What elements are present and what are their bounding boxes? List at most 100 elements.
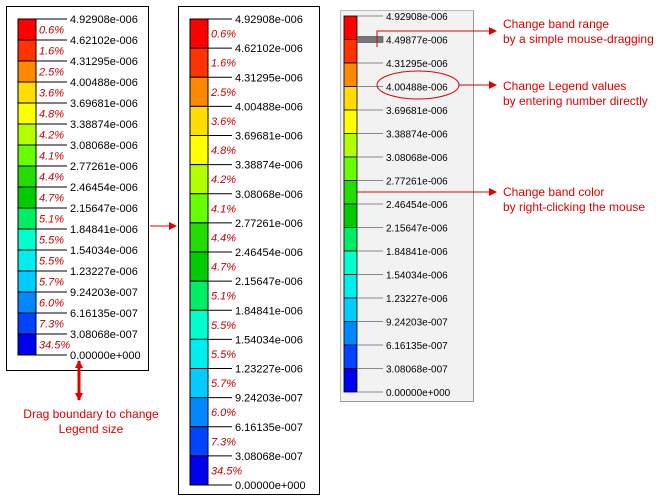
legend-value: 6.16135e-007 — [235, 422, 303, 434]
color-band[interactable] — [189, 280, 209, 311]
band-percentage: 6.0% — [39, 298, 64, 310]
legend-panel-resized[interactable]: 0.6% 1.6% 2.5% 3.6% 4.8% 4.2% 4.1% 4.4% 4.7% 5.1%… — [178, 6, 320, 495]
legend-value: 3.08068e-006 — [235, 189, 303, 201]
legend-small-graphic[interactable]: 0.6% 1.6% 2.5% 3.6% 4.8% 4.2% 4.1% 4.4% 4.7% 5.1%… — [7, 7, 150, 372]
band-percentage: 1.6% — [211, 58, 236, 70]
color-band[interactable] — [17, 291, 37, 314]
legend-value[interactable]: 6.16135e-007 — [386, 341, 448, 352]
color-band[interactable] — [17, 102, 37, 125]
legend-editable-graphic[interactable]: 4.92908e-006 4.49877e-006 4.31295e-006 4.00… — [341, 11, 475, 403]
legend-value[interactable]: 3.69681e-006 — [386, 106, 448, 117]
color-band[interactable] — [343, 156, 358, 181]
legend-resized-graphic[interactable]: 0.6% 1.6% 2.5% 3.6% 4.8% 4.2% 4.1% 4.4% 4.7% 5.1%… — [179, 7, 321, 496]
color-band[interactable] — [17, 270, 37, 293]
band-percentage: 7.3% — [39, 319, 64, 331]
color-band[interactable] — [343, 39, 358, 64]
legend-value[interactable]: 1.84841e-006 — [386, 247, 448, 258]
drag-boundary-note: Drag boundary to change Legend size — [23, 407, 159, 436]
color-band[interactable] — [189, 251, 209, 282]
color-band[interactable] — [17, 228, 37, 251]
color-band[interactable] — [17, 207, 37, 230]
legend-value: 4.92908e-006 — [70, 14, 138, 26]
band-percentage: 1.6% — [39, 46, 64, 58]
color-band[interactable] — [189, 135, 209, 166]
legend-value: 9.24203e-007 — [235, 393, 303, 405]
legend-value[interactable]: 2.77261e-006 — [386, 177, 448, 188]
legend-value: 1.23227e-006 — [235, 364, 303, 376]
color-band[interactable] — [343, 227, 358, 252]
band-percentage: 5.5% — [211, 320, 236, 332]
color-band[interactable] — [189, 193, 209, 224]
color-band[interactable] — [343, 62, 358, 87]
color-band[interactable] — [17, 60, 37, 83]
legend-value[interactable]: 4.49877e-006 — [386, 36, 448, 47]
color-band[interactable] — [343, 133, 358, 158]
band-percentage: 5.7% — [211, 378, 236, 390]
legend-value[interactable]: 3.38874e-006 — [386, 130, 448, 141]
color-band[interactable] — [189, 397, 209, 428]
color-band[interactable] — [17, 186, 37, 209]
color-band[interactable] — [17, 312, 37, 335]
color-band[interactable] — [343, 86, 358, 111]
legend-value: 2.46454e-006 — [235, 247, 303, 259]
legend-value[interactable]: 4.31295e-006 — [386, 59, 448, 70]
legend-value[interactable]: 2.15647e-006 — [386, 224, 448, 235]
color-band[interactable] — [343, 203, 358, 228]
color-band[interactable] — [343, 180, 358, 205]
color-band[interactable] — [189, 18, 209, 49]
color-band[interactable] — [343, 368, 358, 393]
color-band[interactable] — [17, 18, 37, 41]
color-band[interactable] — [17, 144, 37, 167]
legend-panel-editable[interactable]: 4.92908e-006 4.49877e-006 4.31295e-006 4.00… — [340, 10, 474, 402]
color-band[interactable] — [189, 455, 209, 486]
color-band[interactable] — [17, 81, 37, 104]
legend-value[interactable]: 1.54034e-006 — [386, 271, 448, 282]
band-percentage: 4.4% — [211, 232, 236, 244]
band-percentage: 2.5% — [38, 67, 64, 79]
legend-value: 4.00488e-006 — [70, 77, 138, 89]
color-band[interactable] — [189, 368, 209, 399]
legend-value: 4.31295e-006 — [70, 56, 138, 68]
color-band[interactable] — [189, 309, 209, 340]
color-band[interactable] — [343, 109, 358, 134]
color-band[interactable] — [189, 164, 209, 195]
legend-value: 2.77261e-006 — [70, 161, 138, 173]
color-band[interactable] — [17, 249, 37, 272]
legend-value-input[interactable]: 4.00488e-006 — [386, 83, 448, 94]
legend-value: 1.23227e-006 — [70, 266, 138, 278]
legend-value[interactable]: 3.08068e-007 — [386, 365, 448, 376]
color-band[interactable] — [343, 297, 358, 322]
color-band[interactable] — [17, 333, 37, 356]
color-band[interactable] — [189, 105, 209, 136]
color-band[interactable] — [17, 39, 37, 62]
band-percentage: 34.5% — [211, 465, 242, 477]
band-percentage: 5.5% — [211, 349, 236, 361]
legend-value[interactable]: 4.92908e-006 — [386, 12, 448, 23]
color-band[interactable] — [189, 426, 209, 457]
color-band[interactable] — [343, 15, 358, 40]
band-percentage: 3.6% — [211, 116, 236, 128]
band-percentage: 5.1% — [39, 214, 64, 226]
legend-value[interactable]: 2.46454e-006 — [386, 200, 448, 211]
color-band[interactable] — [189, 222, 209, 253]
legend-value[interactable]: 3.08068e-006 — [386, 153, 448, 164]
legend-value[interactable]: 9.24203e-007 — [386, 318, 448, 329]
legend-value[interactable]: 1.23227e-006 — [386, 294, 448, 305]
color-band[interactable] — [189, 338, 209, 369]
band-percentage: 4.4% — [39, 172, 64, 184]
color-band[interactable] — [189, 47, 209, 78]
legend-value[interactable]: 0.00000e+000 — [386, 388, 451, 399]
legend-panel-small[interactable]: 0.6% 1.6% 2.5% 3.6% 4.8% 4.2% 4.1% 4.4% 4.7% 5.1%… — [6, 6, 149, 371]
color-band[interactable] — [17, 123, 37, 146]
legend-value: 2.46454e-006 — [70, 182, 138, 194]
color-band[interactable] — [343, 344, 358, 369]
legend-value: 3.08068e-007 — [235, 451, 303, 463]
color-band[interactable] — [189, 76, 209, 107]
band-drag-handle[interactable] — [356, 36, 384, 43]
color-band[interactable] — [343, 321, 358, 346]
color-band[interactable] — [17, 165, 37, 188]
band-percentage: 5.7% — [39, 277, 64, 289]
color-band[interactable] — [343, 250, 358, 275]
color-band[interactable] — [343, 274, 358, 299]
legend-value: 2.15647e-006 — [70, 203, 138, 215]
